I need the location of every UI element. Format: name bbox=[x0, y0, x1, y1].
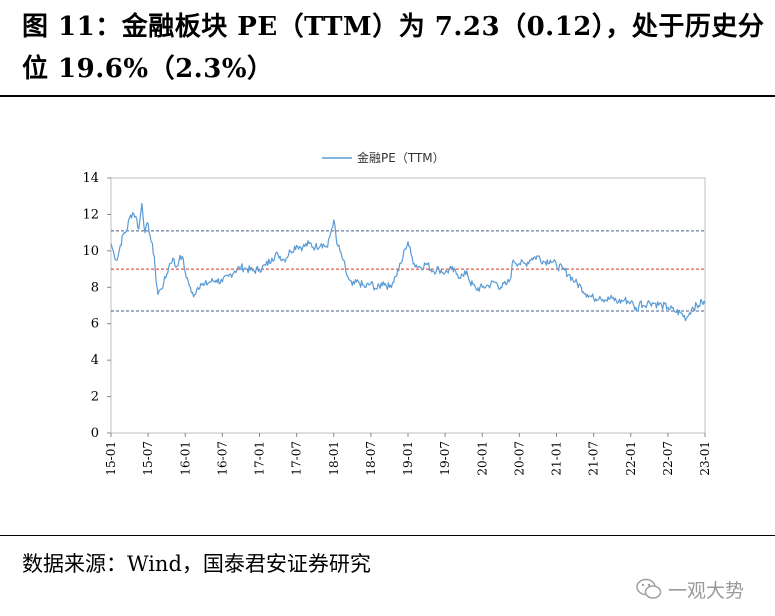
watermark-text: 一观大势 bbox=[668, 579, 745, 602]
x-tick-label: 18-07 bbox=[364, 441, 378, 476]
y-axis: 0 2 4 6 8 10 12 14 bbox=[82, 171, 111, 441]
x-tick-label: 21-07 bbox=[587, 441, 601, 476]
x-tick-label: 22-01 bbox=[624, 441, 638, 476]
x-tick-label: 17-07 bbox=[290, 441, 304, 476]
plot-area bbox=[110, 177, 706, 434]
x-tick-label: 16-01 bbox=[178, 441, 192, 476]
x-tick-label: 23-01 bbox=[698, 441, 712, 476]
x-tick-label: 20-01 bbox=[475, 441, 489, 476]
figure-title: 图 11：金融板块 PE（TTM）为 7.23（0.12），处于历史分位 19.… bbox=[22, 12, 765, 84]
series-line bbox=[110, 202, 706, 322]
x-tick-label: 19-07 bbox=[438, 441, 452, 476]
x-tick-label: 20-07 bbox=[512, 441, 526, 476]
legend-label: 金融PE（TTM） bbox=[357, 150, 445, 165]
y-tick-label: 6 bbox=[91, 317, 99, 332]
x-tick-label: 15-07 bbox=[141, 441, 155, 476]
x-tick-label: 15-01 bbox=[104, 441, 118, 476]
x-tick-label: 21-01 bbox=[550, 441, 564, 476]
x-tick-label: 22-07 bbox=[661, 441, 675, 476]
x-tick-label: 17-01 bbox=[253, 441, 267, 476]
y-tick-label: 14 bbox=[82, 171, 99, 186]
x-tick-label: 19-01 bbox=[401, 441, 415, 476]
reference-lines bbox=[111, 230, 705, 312]
source-note: 数据来源：Wind，国泰君安证券研究 bbox=[22, 552, 371, 576]
x-tick-label: 16-07 bbox=[215, 441, 229, 476]
title-rule bbox=[0, 95, 775, 97]
y-tick-label: 12 bbox=[82, 207, 99, 222]
y-tick-label: 10 bbox=[82, 244, 99, 259]
pe-line-chart: 0 2 4 6 8 10 12 14 15-01 15-07 16-01 16-07 17-01 17-… bbox=[82, 150, 712, 476]
source-rule bbox=[0, 535, 775, 536]
y-tick-label: 8 bbox=[91, 280, 99, 295]
y-tick-label: 4 bbox=[91, 353, 99, 368]
wechat-icon bbox=[636, 578, 662, 599]
x-tick-label: 18-01 bbox=[327, 441, 341, 476]
y-tick-label: 0 bbox=[91, 426, 99, 441]
watermark: 一观大势 bbox=[636, 574, 744, 604]
y-tick-label: 2 bbox=[91, 390, 99, 405]
series-group bbox=[110, 202, 706, 322]
x-axis: 15-01 15-07 16-01 16-07 17-01 17-07 18-01 18-07… bbox=[104, 433, 712, 476]
legend: 金融PE（TTM） bbox=[322, 150, 445, 165]
